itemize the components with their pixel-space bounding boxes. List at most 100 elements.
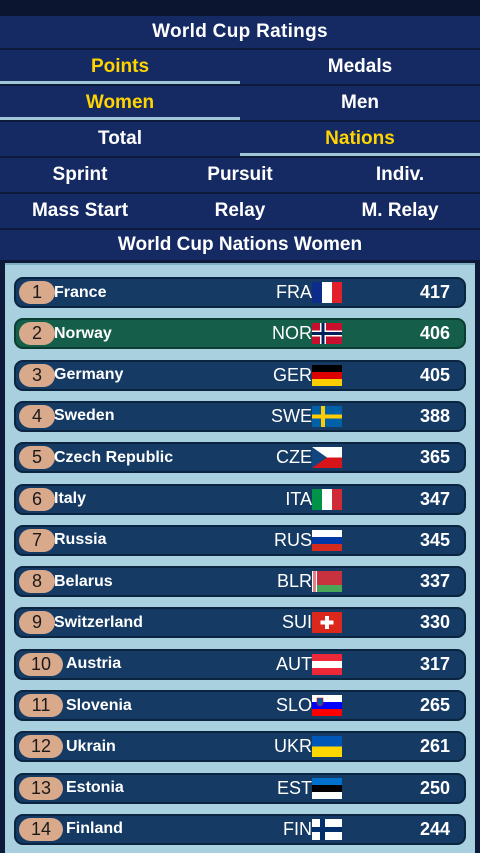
tab-nations[interactable]: Nations: [240, 122, 480, 156]
czech-flag-icon: [312, 447, 342, 469]
nation-name: Switzerland: [54, 613, 143, 631]
nation-code: SWE: [270, 405, 312, 426]
rank-badge: 4: [19, 404, 55, 428]
nation-row[interactable]: 13 Estonia EST 250: [14, 772, 466, 804]
rank-badge: 8: [19, 570, 55, 594]
nation-points: 317: [419, 653, 450, 674]
russia-flag-icon: [312, 529, 342, 551]
tab-medals[interactable]: Medals: [327, 56, 393, 77]
tab-total[interactable]: Total: [98, 128, 142, 149]
tab-men[interactable]: Men: [341, 92, 379, 113]
nation-points: 347: [419, 488, 450, 509]
ukraine-flag-icon: [312, 736, 342, 758]
nation-points: 337: [419, 571, 450, 592]
nation-name: Germany: [54, 366, 124, 384]
nation-points: 365: [419, 447, 450, 468]
france-flag-icon: [312, 282, 342, 303]
nation-points: 345: [419, 529, 450, 550]
nation-points: 330: [419, 612, 450, 633]
austria-flag-icon: [312, 653, 342, 675]
nation-row[interactable]: 9 Switzerland SUI 330: [14, 607, 466, 639]
nation-row[interactable]: 7 Russia RUS 345: [14, 524, 466, 556]
nation-points: 250: [419, 777, 450, 798]
nation-row[interactable]: 5 Czech Republic CZE 365: [14, 442, 466, 474]
tab-row-discipline-2: Mass Start Relay M. Relay: [0, 194, 480, 230]
rank-badge: 1: [19, 281, 55, 304]
finland-flag-icon: [312, 818, 342, 840]
nation-name: Norway: [54, 324, 112, 342]
tab-pursuit[interactable]: Pursuit: [207, 164, 273, 185]
nation-points: 244: [419, 818, 450, 839]
nation-name: Finland: [66, 820, 123, 838]
nation-points: 388: [419, 405, 450, 426]
rank-badge: 10: [19, 652, 63, 676]
nation-code: CZE: [276, 447, 312, 468]
nation-name: France: [54, 283, 107, 301]
nation-name: Sweden: [54, 407, 115, 425]
nation-name: Ukrain: [66, 737, 116, 755]
list-title: World Cup Nations Women: [0, 230, 480, 262]
nation-name: Italy: [54, 490, 87, 507]
norway-flag-icon: [312, 323, 342, 345]
rank-badge: 2: [19, 322, 55, 346]
germany-flag-icon: [312, 364, 342, 386]
nation-name: Russia: [54, 531, 107, 549]
nation-row[interactable]: 14 Finland FIN 244: [14, 813, 466, 845]
rank-badge: 11: [19, 694, 63, 717]
nation-code: EST: [276, 777, 312, 798]
nation-row[interactable]: 1 France FRA 417: [14, 277, 466, 308]
sweden-flag-icon: [312, 405, 342, 427]
nation-code: SLO: [275, 695, 312, 715]
nation-name: Slovenia: [66, 696, 132, 714]
nation-name: Austria: [66, 655, 122, 673]
nation-row[interactable]: 12 Ukrain UKR 261: [14, 731, 466, 763]
nation-code: GER: [272, 364, 312, 385]
tab-women[interactable]: Women: [0, 86, 240, 120]
estonia-flag-icon: [312, 777, 342, 799]
nation-code: ITA: [285, 488, 312, 509]
tab-mass-start[interactable]: Mass Start: [31, 200, 129, 221]
rank-badge: 3: [19, 363, 55, 387]
rank-badge: 5: [19, 446, 55, 470]
nation-points: 405: [419, 364, 450, 385]
tab-individual[interactable]: Indiv.: [375, 164, 425, 185]
nation-points: 417: [419, 282, 450, 302]
page-title: World Cup Ratings: [0, 16, 480, 50]
nation-row[interactable]: 11 Slovenia SLO 265: [14, 690, 466, 721]
ranking-list[interactable]: 1 France FRA 417 2 Norway NOR 406 3 Germany GER 405…: [5, 263, 475, 853]
nation-code: FRA: [276, 282, 312, 302]
nation-row[interactable]: 2 Norway NOR 406: [14, 318, 466, 350]
tab-mixed-relay[interactable]: M. Relay: [361, 200, 439, 221]
rank-badge: 7: [19, 528, 55, 552]
tab-relay[interactable]: Relay: [214, 200, 266, 221]
nation-row[interactable]: 10 Austria AUT 317: [14, 648, 466, 680]
tab-row-discipline-1: Sprint Pursuit Indiv.: [0, 158, 480, 194]
nation-code: UKR: [273, 736, 312, 757]
rank-badge: 14: [19, 817, 63, 841]
italy-flag-icon: [312, 488, 342, 510]
nation-row[interactable]: 6 Italy ITA 347: [14, 483, 466, 515]
nation-name: Belarus: [54, 572, 113, 590]
tab-row-mode: Points Medals: [0, 50, 480, 86]
nation-points: 265: [419, 695, 450, 715]
nation-code: BLR: [276, 571, 312, 592]
tab-row-scope: Total Nations: [0, 122, 480, 158]
tab-row-gender: Women Men: [0, 86, 480, 122]
nation-row[interactable]: 4 Sweden SWE 388: [14, 400, 466, 432]
nation-row[interactable]: 8 Belarus BLR 337: [14, 566, 466, 598]
tab-points[interactable]: Points: [0, 50, 240, 84]
nation-points: 406: [419, 323, 450, 344]
rank-badge: 6: [19, 487, 55, 511]
belarus-flag-icon: [312, 571, 342, 593]
status-bar: [0, 0, 480, 16]
nation-code: SUI: [281, 612, 312, 633]
rank-badge: 9: [19, 611, 55, 635]
nation-row[interactable]: 3 Germany GER 405: [14, 359, 466, 391]
tab-sprint[interactable]: Sprint: [52, 164, 108, 185]
rank-badge: 12: [19, 735, 63, 759]
switzerland-flag-icon: [312, 612, 342, 634]
nation-code: FIN: [283, 818, 312, 839]
nation-name: Estonia: [66, 779, 124, 797]
rank-badge: 13: [19, 776, 63, 800]
nation-code: RUS: [273, 529, 312, 550]
